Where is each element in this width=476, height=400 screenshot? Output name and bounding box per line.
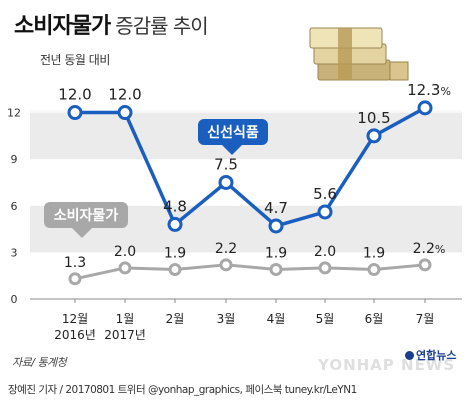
data-label: 1.9 — [265, 245, 287, 261]
series-name-label: 신선식품 — [207, 125, 259, 141]
data-label: 12.3% — [407, 81, 451, 99]
data-point — [67, 105, 83, 121]
x-tick-label: 2017년 — [104, 328, 146, 342]
data-label: 2.2 — [215, 241, 237, 257]
brand-logo: 연합뉴스 — [405, 347, 456, 363]
data-point — [219, 258, 233, 272]
series-line — [75, 106, 426, 228]
data-label: 2.0 — [314, 244, 336, 260]
data-label: 12.0 — [58, 86, 91, 104]
data-point — [218, 174, 234, 190]
watermark: YONHAP NEWS — [318, 356, 456, 374]
data-point — [117, 105, 133, 121]
callout-fresh-food: 신선식품 — [198, 119, 268, 155]
data-label: 12.0 — [108, 86, 141, 104]
data-point — [418, 258, 432, 272]
callout-cpi: 소비자물가 — [44, 202, 128, 238]
data-point — [367, 262, 381, 276]
x-tick-label: 12월 — [62, 312, 88, 326]
series-fresh-food: 12.0 12.0 4.8 7.5 4.7 5.6 10.5 12.3% — [58, 81, 451, 234]
series-line — [74, 263, 426, 281]
data-label: 1.9 — [164, 245, 186, 261]
y-tick-label: 0 — [11, 293, 18, 306]
x-tick-label: 2016년 — [54, 328, 96, 342]
source-note: 자료/ 통계청 — [12, 356, 67, 369]
data-label: 1.9 — [363, 245, 385, 261]
y-tick-label: 9 — [11, 153, 18, 166]
data-point — [317, 204, 333, 220]
title-rest: 증감률 추이 — [115, 14, 208, 38]
data-label: 7.5 — [214, 155, 238, 173]
x-tick-label: 6월 — [365, 312, 384, 326]
money-stack-icon — [309, 27, 409, 81]
x-tick-label: 4월 — [267, 312, 286, 326]
x-tick-label: 3월 — [217, 312, 236, 326]
series-name-label: 소비자물가 — [54, 208, 119, 224]
data-point — [167, 216, 183, 232]
chart-title: 소비자물가 증감률 추이 — [14, 8, 209, 40]
data-label: 10.5 — [357, 109, 390, 127]
data-label: 2.2% — [413, 241, 446, 257]
data-label: 4.7 — [264, 199, 288, 217]
data-point — [417, 100, 433, 116]
x-tick-label: 5월 — [316, 312, 335, 326]
data-label: 2.0 — [114, 244, 136, 260]
grid-bands — [30, 110, 462, 253]
title-main: 소비자물가 — [14, 14, 111, 39]
data-point — [118, 261, 132, 275]
brand-icon — [405, 351, 414, 360]
y-axis: 0 3 6 9 12 — [7, 107, 462, 306]
y-tick-label: 6 — [11, 200, 18, 213]
grid-band — [30, 110, 462, 112]
callout-pointer — [222, 145, 242, 155]
data-label: 5.6 — [313, 185, 337, 203]
brand-name: 연합뉴스 — [416, 349, 457, 362]
data-point — [366, 128, 382, 144]
data-point — [318, 261, 332, 275]
callout-pointer — [72, 228, 92, 238]
data-label: 1.3 — [64, 255, 86, 271]
x-tick-label: 2월 — [166, 312, 185, 326]
credit-line: 장예진 기자 / 20170801 트위터 @yonhap_graphics, … — [8, 384, 357, 396]
series-layer: 12.0 12.0 4.8 7.5 4.7 5.6 10.5 12.3% 1.3 2.0 1.9 2.… — [58, 81, 451, 286]
x-tick-label: 7월 — [416, 312, 435, 326]
y-tick-label: 3 — [11, 246, 18, 259]
data-label: 4.8 — [163, 197, 187, 215]
x-axis: 12월 2016년 1월 2017년 2월 3월 4월 5월 6월 7월 — [54, 299, 434, 342]
chart-subtitle: 전년 동월 대비 — [40, 53, 110, 67]
callout-box — [44, 202, 128, 228]
data-point — [268, 218, 284, 234]
data-point — [168, 262, 182, 276]
x-tick-label: 1월 — [116, 312, 135, 326]
y-tick-label: 12 — [7, 107, 21, 120]
data-point — [68, 272, 82, 286]
callout-box — [198, 119, 268, 145]
series-cpi: 1.3 2.0 1.9 2.2 1.9 2.0 1.9 2.2% — [64, 241, 446, 286]
data-point — [269, 262, 283, 276]
